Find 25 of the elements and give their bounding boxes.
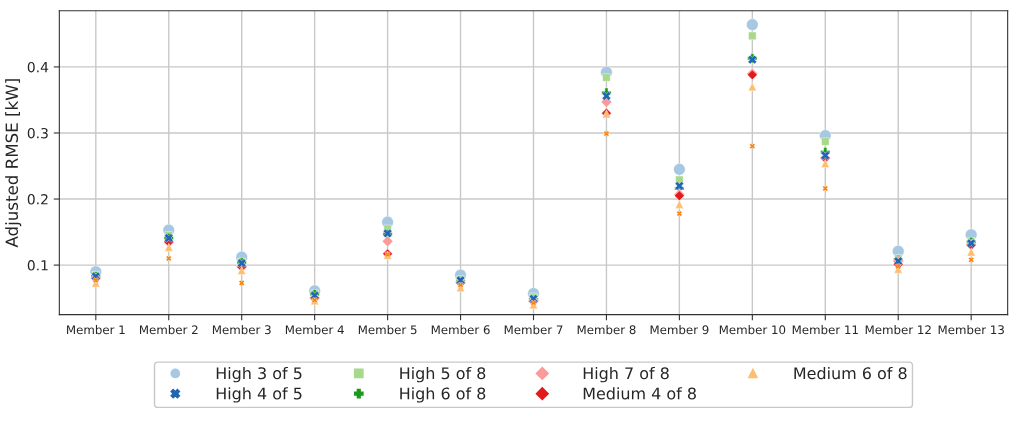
x-tick-label: Member 12	[865, 325, 931, 335]
x-tick-label: Member 11	[792, 325, 858, 335]
y-tick-label: 0.3	[27, 127, 48, 139]
legend-label: High 3 of 5	[216, 366, 302, 383]
legend-label: High 6 of 8	[400, 387, 486, 403]
x-tick-label: Member 3	[212, 325, 271, 335]
legend-label: High 4 of 5	[216, 387, 302, 403]
x-tick-label: Member 4	[285, 325, 344, 335]
y-tick-label: 0.1	[27, 260, 48, 271]
x-tick-label: Member 2	[140, 325, 198, 335]
x-tick-label: Member 8	[577, 325, 636, 335]
x-tick-label: Member 5	[358, 325, 417, 335]
x-tick-label: Member 9	[650, 325, 709, 335]
x-tick-label: Member 1	[67, 325, 125, 335]
x-tick-label: Member 13	[938, 325, 1004, 335]
legend-label: High 5 of 8	[400, 366, 486, 383]
legend-label: High 7 of 8	[583, 366, 669, 383]
x-tick-label: Member 10	[719, 325, 786, 335]
legend-label: Medium 4 of 8	[583, 387, 696, 400]
x-tick-label: Member 7	[504, 325, 563, 335]
legend-label: Medium 6 of 8	[794, 366, 907, 380]
y-tick-label: 0.4	[27, 61, 49, 73]
y-axis-title: Adjusted RMSE [kW]	[5, 79, 22, 248]
x-tick-label: Member 6	[431, 325, 490, 335]
y-tick-label: 0.2	[27, 194, 48, 205]
